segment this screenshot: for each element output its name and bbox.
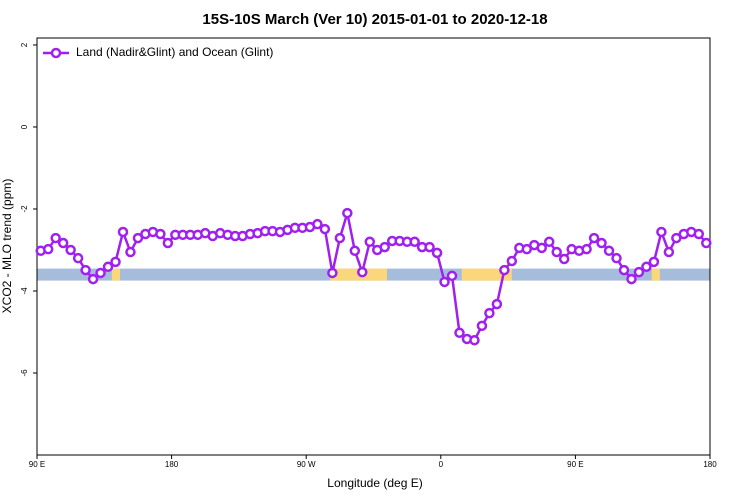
data-point: [65, 244, 76, 256]
data-point: [469, 334, 480, 346]
data-point: [334, 232, 346, 244]
data-point: [50, 232, 61, 244]
data-point: [551, 246, 562, 258]
data-point: [95, 267, 106, 279]
data-point: [648, 256, 660, 268]
data-point: [57, 237, 69, 249]
x-tick-label: 0: [439, 460, 444, 469]
x-axis-label: Longitude (deg E): [327, 476, 422, 490]
data-point: [439, 276, 450, 288]
data-point: [349, 245, 361, 257]
legend-marker: [50, 47, 62, 59]
data-point: [342, 207, 353, 219]
data-point: [663, 246, 675, 258]
data-point: [312, 218, 323, 230]
data-point: [42, 243, 54, 255]
data-point: [431, 247, 443, 259]
data-point: [125, 246, 136, 258]
data-point: [618, 264, 630, 276]
x-tick-label: 180: [165, 460, 179, 469]
y-tick-label: -4: [20, 287, 29, 295]
data-point: [364, 236, 376, 248]
x-tick-label: 90 W: [297, 460, 316, 469]
data-point: [626, 273, 637, 285]
data-point: [72, 252, 84, 264]
data-point: [558, 253, 570, 265]
data-point: [499, 264, 510, 276]
data-point: [603, 245, 615, 257]
data-point: [476, 320, 488, 332]
data-point: [319, 223, 331, 235]
y-tick-label: 0: [20, 124, 29, 129]
data-point: [327, 267, 338, 279]
data-point: [671, 232, 682, 244]
y-tick-label: 2: [20, 42, 29, 47]
data-point: [506, 255, 518, 267]
y-tick-label: -6: [20, 369, 29, 377]
data-point: [155, 228, 166, 240]
data-point: [491, 298, 503, 310]
data-point: [596, 237, 607, 249]
y-axis-label: XCO2 - MLO trend (ppm): [0, 179, 14, 314]
data-point: [611, 252, 622, 264]
x-tick-label: 90 E: [29, 460, 45, 469]
y-tick-label: -2: [20, 205, 29, 213]
data-point: [87, 273, 99, 285]
data-point: [536, 242, 547, 254]
data-point: [693, 228, 705, 240]
data-point: [102, 261, 114, 273]
data-point: [80, 264, 91, 276]
data-point: [424, 241, 435, 253]
data-point: [581, 243, 592, 255]
land-band: [651, 268, 660, 281]
data-point: [454, 327, 465, 339]
data-point: [701, 237, 712, 249]
x-tick-label: 90 E: [567, 460, 583, 469]
data-point: [543, 236, 555, 248]
data-point: [409, 236, 420, 248]
data-point: [521, 243, 533, 255]
data-point: [132, 232, 144, 244]
data-point: [117, 226, 129, 238]
data-point: [641, 261, 652, 273]
land-band: [111, 268, 121, 281]
data-point: [656, 226, 667, 238]
data-point: [588, 232, 600, 244]
data-point: [446, 270, 458, 282]
data-point: [162, 237, 174, 249]
data-point: [484, 307, 495, 319]
data-point: [110, 256, 121, 268]
land-band: [461, 268, 512, 281]
legend-label: Land (Nadir&Glint) and Ocean (Glint): [76, 45, 273, 59]
data-point: [357, 266, 368, 278]
x-tick-label: 180: [703, 460, 717, 469]
data-point: [379, 241, 390, 253]
chart-title: 15S-10S March (Ver 10) 2015-01-01 to 202…: [202, 11, 547, 28]
data-point: [633, 266, 645, 278]
